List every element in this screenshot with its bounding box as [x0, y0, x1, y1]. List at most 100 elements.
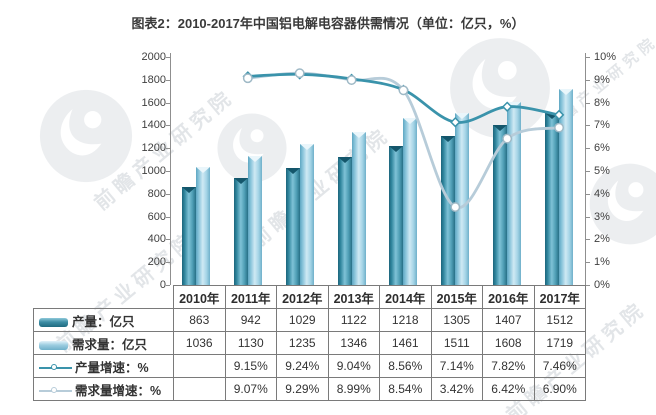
value-cell: 863 [173, 308, 226, 332]
value-cell: 1029 [276, 308, 329, 332]
y-axis-right-label: 9% [594, 73, 610, 86]
value-cell: 7.14% [430, 354, 483, 378]
y-axis-right-tick [585, 102, 590, 104]
year-header-cell: 2017年 [533, 285, 586, 309]
year-header-cell: 2011年 [224, 285, 277, 309]
production-bar [285, 167, 300, 285]
y-axis-right-tick [585, 171, 590, 172]
y-axis-left-line [170, 53, 171, 285]
diamond-marker [242, 71, 254, 82]
value-cell: 9.04% [327, 354, 380, 378]
demand-label-cell: 需求量：亿只 [33, 331, 174, 355]
bar-top-notch [195, 166, 210, 173]
bar-top-notch [247, 156, 262, 163]
year-header-cell: 2014年 [379, 285, 432, 309]
value-cell: 6.42% [482, 377, 535, 401]
value-cell: 7.82% [482, 354, 535, 378]
y-axis-left-label: 600 [147, 210, 166, 223]
y-axis-left-tick [166, 125, 170, 127]
value-cell: 9.07% [224, 377, 277, 401]
circle-marker [398, 85, 409, 96]
bar-top-notch [559, 89, 574, 96]
value-cell: 3.42% [430, 377, 483, 401]
y-axis-left-tick [166, 239, 170, 241]
demand-bar [559, 89, 574, 285]
y-axis-right-label: 6% [594, 142, 610, 155]
bar-top-notch [403, 118, 418, 125]
y-axis-left-tick [166, 193, 170, 195]
y-axis-left-tick [166, 262, 170, 264]
value-cell: 1305 [430, 308, 483, 332]
production-growth-label: 产量增速：% [75, 360, 149, 375]
value-cell: 8.56% [379, 354, 432, 378]
value-cell: 1608 [482, 331, 535, 355]
y-axis-left-label: 800 [147, 187, 166, 200]
demand-growth-label: 需求量增速：% [75, 383, 162, 398]
demand-growth-line-legend-icon [39, 386, 72, 396]
table-header-row: 2010年 2011年 2012年 2013年 2014年 2015年 2016年 2017年 [34, 285, 586, 309]
y-axis-right-label: 10% [594, 51, 617, 63]
legend-line-marker [51, 363, 57, 370]
y-axis-left-tick [166, 148, 170, 150]
y-axis-right-label: 5% [594, 165, 610, 177]
demand-row: 需求量：亿只 1036 1130 1235 1346 1461 1511 1608 1719 [33, 331, 586, 355]
value-cell: 9.24% [276, 354, 329, 378]
y-axis-left-label: 0 [159, 279, 166, 291]
production-label: 产量：亿只 [72, 314, 135, 329]
y-axis-left-label: 1200 [141, 142, 166, 155]
value-cell: 8.54% [379, 377, 432, 401]
bar-top-notch [285, 167, 300, 174]
demand-growth-row: 需求量增速：% 9.07% 9.29% 8.99% 8.54% 3.42% 6.42% 6.9… [33, 377, 586, 401]
value-cell: 1407 [482, 308, 535, 332]
demand-bar [403, 118, 418, 285]
value-cell: 1036 [173, 331, 226, 355]
y-axis-left-tick [166, 57, 170, 58]
value-cell: 9.29% [276, 377, 329, 401]
production-growth-line-legend-icon [39, 363, 72, 373]
value-cell: 1719 [533, 331, 586, 355]
demand-bar [195, 166, 210, 285]
diamond-marker [294, 69, 305, 80]
demand-growth-label-cell: 需求量增速：% [33, 377, 174, 401]
value-cell: 1235 [276, 331, 329, 355]
y-axis-left-tick [166, 79, 170, 81]
y-axis-right-label: 2% [594, 233, 610, 246]
production-row: 产量：亿只 863 942 1029 1122 1218 1305 1407 1512 [33, 308, 586, 332]
y-axis-right-tick [585, 216, 590, 218]
demand-bar [351, 131, 366, 285]
diamond-marker [346, 73, 357, 85]
value-cell: 1512 [533, 308, 586, 332]
y-axis-right-tick [585, 193, 590, 195]
bar-top-notch [545, 112, 560, 119]
y-axis-right-label: 3% [594, 210, 610, 223]
y-axis-right-tick [585, 148, 590, 150]
value-cell: 1461 [379, 331, 432, 355]
diamond-marker [398, 84, 409, 96]
year-header-cell: 2010年 [173, 285, 226, 309]
value-cell: 7.46% [533, 354, 586, 378]
production-bar [441, 136, 456, 285]
production-bar [337, 157, 352, 285]
table-corner-cell [34, 286, 174, 309]
bar-top-notch [337, 157, 352, 164]
y-axis-right-tick [585, 79, 590, 81]
demand-bar [455, 112, 470, 285]
bar-top-notch [507, 101, 522, 108]
circle-marker [294, 68, 305, 79]
bar-top-notch [493, 124, 508, 131]
bar-top-notch [351, 131, 366, 138]
bar-top-notch [233, 177, 248, 184]
production-bar-legend-icon [39, 317, 68, 327]
y-axis-right-label: 1% [594, 256, 610, 269]
bar-top-notch [455, 112, 470, 119]
value-cell: 8.99% [327, 377, 380, 401]
bar-top-notch [181, 186, 196, 193]
demand-bar [247, 156, 262, 285]
value-cell: 1511 [430, 331, 483, 355]
value-cell: 1122 [327, 308, 380, 332]
year-header-cell: 2013年 [327, 285, 380, 309]
y-axis-right-line [585, 53, 586, 285]
year-header-cell: 2016年 [482, 285, 535, 309]
data-table: 2010年 2011年 2012年 2013年 2014年 2015年 2016年 2017年… [33, 285, 586, 401]
demand-label: 需求量：亿只 [72, 337, 148, 352]
